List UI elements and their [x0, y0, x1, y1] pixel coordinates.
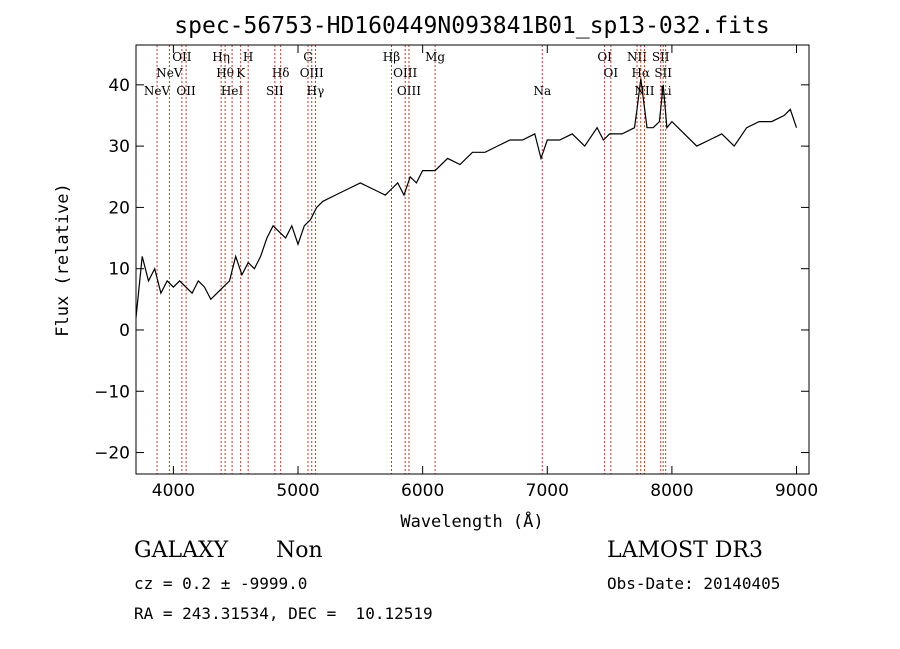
coordinates-text: RA = 243.31534, DEC = 10.12519 [134, 604, 433, 623]
y-tick-label: 20 [108, 198, 130, 218]
spectral-line-label: NeV [156, 66, 183, 80]
spectral-line-label: K [236, 66, 246, 80]
plot-frame [135, 44, 810, 475]
spectral-line-label: Hδ [272, 66, 290, 80]
spectral-line-label: H [243, 50, 253, 64]
emission-lines-layer: NeV NeV OII OII Hη Hθ HeI KH Hδ SII G OIII Hγ Hβ OIII O… [144, 45, 672, 474]
obs-date-text: Obs-Date: 20140405 [607, 574, 781, 593]
y-axis-ticks: −20 −10 0 10 20 30 40 [94, 76, 809, 464]
spectral-line-label: Hγ [307, 84, 325, 98]
spectral-line-label: SII [652, 50, 670, 64]
x-tick-label: 6000 [401, 481, 444, 501]
spectral-line-label: Hβ [383, 50, 400, 64]
spectral-line-label: G [303, 50, 313, 64]
spectral-line-label: Li [660, 84, 672, 98]
y-tick-label: 40 [108, 76, 130, 96]
object-type: GALAXY [134, 538, 229, 563]
x-axis-label: Wavelength (Å) [400, 510, 543, 532]
y-tick-label: 30 [108, 137, 130, 157]
y-tick-label: −10 [94, 382, 130, 402]
spectral-line-label: NeV [144, 84, 171, 98]
x-axis-ticks: 4000 5000 6000 7000 8000 9000 [152, 45, 818, 501]
spectral-line-label: OII [176, 84, 196, 98]
redshift-text: cz = 0.2 ± -9999.0 [134, 574, 308, 593]
spectral-line-label: SII [266, 84, 284, 98]
spectral-line-label: Mg [425, 50, 445, 64]
spectral-line-label: Hα [631, 66, 650, 80]
y-tick-label: −20 [94, 444, 130, 464]
x-tick-label: 5000 [276, 481, 319, 501]
x-tick-label: 8000 [650, 481, 693, 501]
spectral-line-label: NII [634, 84, 654, 98]
spectral-line-label: NII [627, 50, 647, 64]
chart-title: spec-56753-HD160449N093841B01_sp13-032.f… [174, 13, 769, 39]
spectral-line-label: OIII [393, 66, 417, 80]
y-tick-label: 0 [119, 321, 130, 341]
spectral-line-label: Hη [212, 50, 230, 64]
y-axis-label: Flux (relative) [53, 183, 73, 337]
spectral-line-label: Na [533, 84, 551, 98]
x-tick-label: 4000 [152, 481, 195, 501]
spectral-line-label: OIII [397, 84, 421, 98]
spectral-line-label: OII [172, 50, 192, 64]
x-tick-label: 9000 [775, 481, 818, 501]
y-tick-label: 10 [108, 260, 130, 280]
spectral-line-label: OI [597, 50, 612, 64]
spectral-line-label: HeI [221, 84, 244, 98]
spectral-line-label: OIII [300, 66, 324, 80]
spectral-line-label: SII [654, 66, 672, 80]
x-tick-label: 7000 [526, 481, 569, 501]
spectral-line-label: OI [604, 66, 619, 80]
spectral-line-label: Hθ [216, 66, 234, 80]
survey-name: LAMOST DR3 [607, 538, 763, 563]
spectrum-line [135, 78, 798, 318]
object-subclass: Non [276, 538, 323, 563]
